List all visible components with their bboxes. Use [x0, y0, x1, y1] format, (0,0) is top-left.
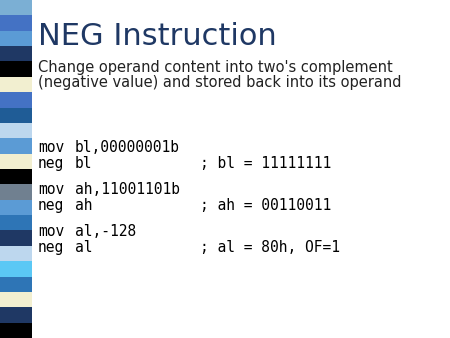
Text: bl: bl — [75, 156, 93, 171]
Bar — [0, 46, 32, 62]
Bar — [0, 246, 32, 261]
Bar — [0, 0, 32, 15]
Bar — [0, 107, 32, 123]
Bar — [0, 323, 32, 338]
Bar — [0, 200, 32, 215]
Text: ah,11001101b: ah,11001101b — [75, 182, 180, 197]
Text: neg: neg — [38, 156, 64, 171]
Text: (negative value) and stored back into its operand: (negative value) and stored back into it… — [38, 75, 401, 90]
Text: al: al — [75, 240, 93, 255]
Text: ; bl = 11111111: ; bl = 11111111 — [200, 156, 331, 171]
Text: ; ah = 00110011: ; ah = 00110011 — [200, 198, 331, 213]
Text: mov: mov — [38, 182, 64, 197]
Text: neg: neg — [38, 198, 64, 213]
Text: mov: mov — [38, 140, 64, 155]
Text: ; al = 80h, OF=1: ; al = 80h, OF=1 — [200, 240, 340, 255]
Bar — [0, 307, 32, 323]
Bar — [0, 292, 32, 307]
Text: mov: mov — [38, 224, 64, 239]
Text: Change operand content into two's complement: Change operand content into two's comple… — [38, 60, 393, 75]
Bar — [0, 276, 32, 292]
Bar — [0, 15, 32, 31]
Bar — [0, 62, 32, 77]
Bar — [0, 138, 32, 154]
Bar — [0, 231, 32, 246]
Bar — [0, 92, 32, 107]
Bar — [0, 77, 32, 92]
Text: neg: neg — [38, 240, 64, 255]
Bar — [0, 184, 32, 200]
Text: ah: ah — [75, 198, 93, 213]
Text: al,-128: al,-128 — [75, 224, 136, 239]
Bar — [0, 215, 32, 231]
Bar — [0, 31, 32, 46]
Bar — [0, 154, 32, 169]
Bar — [0, 123, 32, 138]
Text: bl,00000001b: bl,00000001b — [75, 140, 180, 155]
Bar — [0, 261, 32, 276]
Bar — [0, 169, 32, 184]
Text: NEG Instruction: NEG Instruction — [38, 22, 277, 51]
